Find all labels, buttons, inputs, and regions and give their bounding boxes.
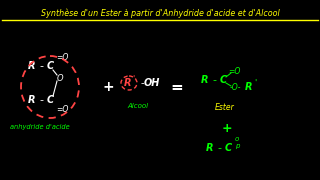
Text: =: =: [171, 80, 183, 94]
Text: R: R: [201, 75, 209, 85]
Text: +: +: [222, 122, 232, 134]
Text: O: O: [57, 73, 63, 82]
Text: Alcool: Alcool: [127, 103, 148, 109]
Text: ': ': [254, 78, 256, 87]
Text: C: C: [220, 75, 227, 85]
Text: anhydride d'acide: anhydride d'acide: [10, 124, 70, 130]
Text: R: R: [245, 82, 253, 92]
Text: R: R: [206, 143, 214, 153]
Text: OH: OH: [144, 78, 160, 88]
Text: C: C: [224, 143, 232, 153]
Text: -: -: [217, 143, 221, 153]
Text: p: p: [235, 143, 239, 149]
Text: C: C: [46, 95, 53, 105]
Text: Ester: Ester: [215, 103, 235, 112]
Text: -: -: [212, 75, 216, 85]
Text: =O: =O: [228, 66, 240, 75]
Text: +: +: [102, 80, 114, 94]
Text: -: -: [39, 61, 43, 71]
Text: -O-: -O-: [229, 82, 241, 91]
Text: o: o: [235, 136, 239, 142]
Text: =O: =O: [56, 53, 68, 62]
Text: R: R: [124, 78, 132, 88]
Text: R: R: [28, 95, 36, 105]
Text: -: -: [140, 78, 144, 88]
Text: C: C: [46, 61, 53, 71]
Text: -: -: [39, 95, 43, 105]
Text: R: R: [28, 61, 36, 71]
Text: Synthèse d'un Ester à partir d'Anhydride d'acide et d'Alcool: Synthèse d'un Ester à partir d'Anhydride…: [41, 8, 279, 17]
Text: ': ': [132, 75, 134, 84]
Text: =O: =O: [56, 105, 68, 114]
